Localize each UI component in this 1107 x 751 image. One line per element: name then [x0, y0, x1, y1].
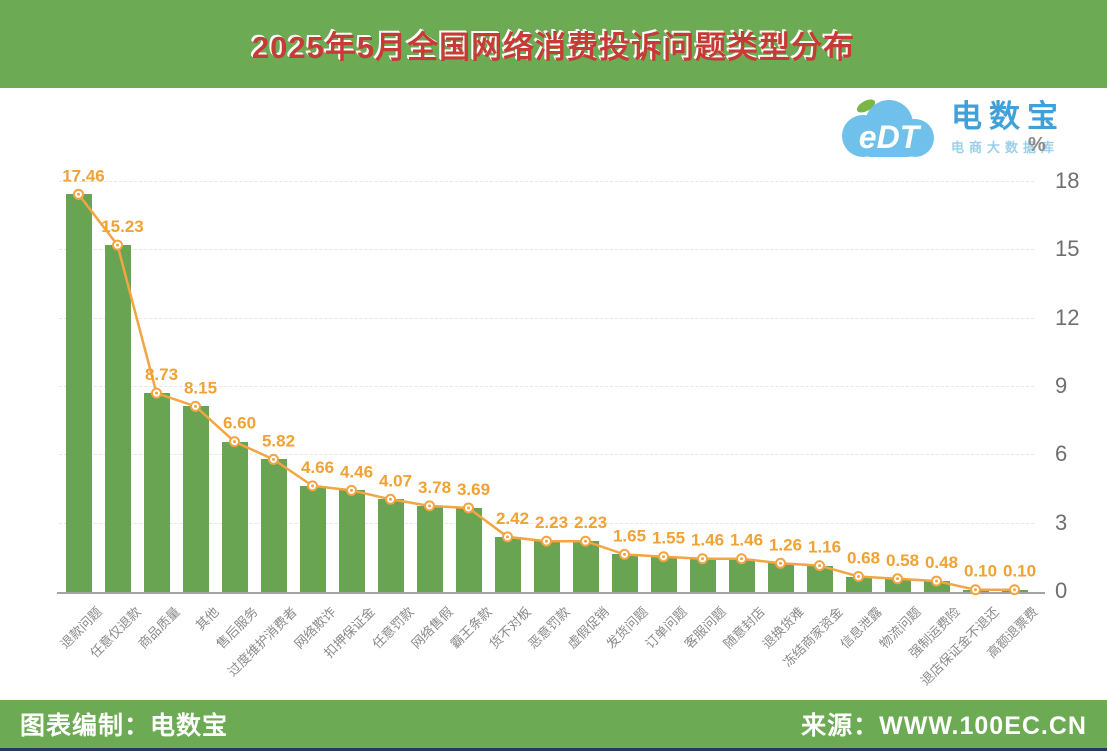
bar: [494, 536, 521, 592]
logo-text: 电数宝 电商大数据库: [951, 92, 1065, 156]
bar: [806, 565, 833, 592]
gridline: [59, 317, 1034, 319]
value-label: 1.46: [730, 531, 763, 550]
value-label: 5.82: [262, 431, 295, 450]
x-axis-label: 商品质量: [135, 604, 184, 652]
y-axis-tick: 12: [1055, 304, 1080, 330]
bar: [1001, 589, 1028, 592]
value-label: 3.78: [418, 478, 451, 497]
value-label: 0.10: [1003, 562, 1036, 581]
gridline: [59, 181, 1034, 182]
bar: [728, 558, 755, 592]
value-label: 0.58: [886, 551, 919, 570]
bar: [182, 406, 209, 592]
bar: [962, 589, 989, 592]
x-axis-label: 恶意罚款: [525, 604, 574, 652]
value-label: 0.68: [847, 549, 880, 568]
value-label: 15.23: [101, 217, 144, 236]
logo-brand: 电数宝: [951, 99, 1065, 134]
bar: [143, 393, 170, 592]
bar: [884, 578, 911, 592]
bar: [533, 541, 560, 592]
x-axis-label: 订单问题: [642, 604, 691, 652]
bar: [611, 554, 638, 592]
x-axis-label: 霸王条款: [447, 604, 496, 652]
trend-line: [77, 193, 1015, 591]
bar: [650, 556, 677, 592]
value-label: 1.46: [691, 531, 724, 550]
x-axis-label: 信息泄露: [837, 604, 886, 652]
bar: [338, 490, 365, 592]
footer-bar: 图表编制：电数宝 来源：WWW.100EC.CN: [0, 700, 1107, 748]
value-label: 4.66: [301, 458, 334, 477]
bar: [572, 541, 599, 592]
y-axis-tick: 0: [1055, 578, 1068, 603]
value-label: 1.16: [808, 538, 841, 557]
brand-logo: eDT 电数宝 电商大数据库: [833, 92, 1065, 175]
x-axis-label: 网络售假: [408, 604, 457, 652]
logo-subtitle: 电商大数据库: [951, 140, 1060, 156]
x-axis-label: 发货问题: [603, 604, 652, 652]
y-axis-tick: 6: [1055, 441, 1068, 467]
footer-source: 来源：WWW.100EC.CN: [801, 712, 1087, 740]
y-axis-unit: %: [1028, 134, 1046, 156]
value-label: 0.48: [925, 553, 958, 572]
gridline: [59, 386, 1034, 387]
cloud-logo-icon: eDT: [833, 92, 945, 175]
bar: [767, 563, 794, 592]
bar: [455, 507, 482, 592]
y-axis-tick: 3: [1055, 509, 1068, 535]
bar: [65, 194, 92, 592]
gridline: [59, 249, 1034, 251]
value-label: 8.73: [145, 365, 178, 384]
value-label: 3.69: [457, 480, 490, 499]
footer-credit: 图表编制：电数宝: [20, 712, 229, 740]
bottom-strip: [0, 748, 1107, 751]
value-label: 2.42: [496, 509, 529, 528]
value-label: 8.15: [184, 378, 217, 397]
value-label: 1.65: [613, 526, 646, 545]
bar: [689, 558, 716, 592]
y-axis-tick: 18: [1055, 168, 1080, 193]
value-label: 1.55: [652, 529, 685, 548]
bar: [377, 499, 404, 592]
value-label: 6.60: [223, 414, 256, 433]
y-axis-tick: 9: [1055, 373, 1068, 398]
bar: [416, 505, 443, 592]
header-bar: 2025年5月全国网络消费投诉问题类型分布: [0, 0, 1107, 88]
chart-region: eDT 电数宝 电商大数据库 % 17.46 15.23 8.73 8.15 6.60 5…: [0, 88, 1107, 700]
x-axis-label: 任意罚款: [369, 604, 418, 652]
plot-area: 17.46 15.23 8.73 8.15 6.60 5.82 4.66 4.46 4.07 3.…: [57, 166, 1045, 688]
page-title: 2025年5月全国网络消费投诉问题类型分布: [251, 29, 856, 65]
value-label: 17.46: [62, 166, 105, 185]
bar: [845, 576, 872, 592]
x-axis-line: [57, 592, 1045, 594]
value-label: 0.10: [964, 562, 997, 581]
bar: [260, 459, 287, 592]
value-label: 4.46: [340, 462, 373, 481]
bar: [299, 485, 326, 592]
x-axis-label: 其他: [193, 604, 223, 634]
x-axis-label: 随意封店: [720, 604, 769, 652]
x-axis-label: 货不对板: [486, 604, 535, 652]
x-axis-label: 虚假促销: [564, 604, 613, 652]
bar: [221, 441, 248, 592]
bar: [104, 245, 131, 592]
y-axis-tick: 15: [1055, 236, 1080, 262]
x-axis-label: 客服问题: [681, 604, 730, 652]
value-label: 1.26: [769, 535, 802, 554]
y-axis-ticks: 0 3 6 9 12 15 18: [1055, 168, 1101, 603]
logo-mark: eDT: [859, 119, 922, 155]
bar: [923, 581, 950, 592]
value-label: 4.07: [379, 471, 412, 490]
